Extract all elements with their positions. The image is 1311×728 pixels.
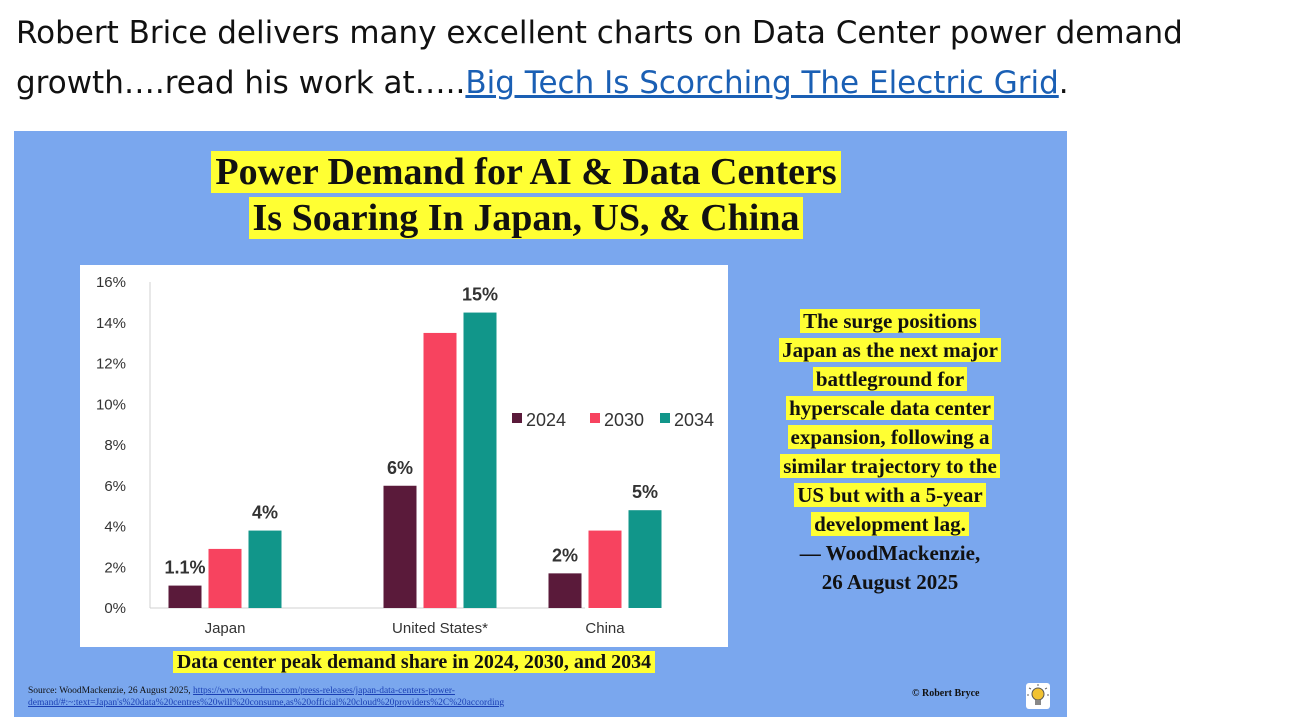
x-tick-label: United States* <box>392 620 488 637</box>
bar-chart: 0% 2% 4% 6% 8% 10% 12% 14% 16% Japan United States… <box>80 265 728 647</box>
y-tick-label: 0% <box>104 600 126 617</box>
intro-paragraph: Robert Brice delivers many excellent cha… <box>16 8 1306 108</box>
y-tick-label: 14% <box>96 315 126 332</box>
source-note: Source: WoodMackenzie, 26 August 2025, h… <box>28 685 628 709</box>
source-link-line1[interactable]: https://www.woodmac.com/press-releases/j… <box>193 686 455 696</box>
bar <box>248 530 282 608</box>
y-tick-label: 16% <box>96 274 126 291</box>
quote-line: expansion, following a <box>787 425 993 449</box>
chart-slide: Power Demand for AI & Data Centers Is So… <box>14 131 1067 717</box>
bar <box>168 585 202 608</box>
bar <box>423 332 457 608</box>
source-link-line2[interactable]: demand/#:~:text=Japan's%20data%20centres… <box>28 698 505 708</box>
y-tick-label: 12% <box>96 356 126 373</box>
y-tick-label: 8% <box>104 437 126 454</box>
chart-xlabel: Data center peak demand share in 2024, 2… <box>172 651 656 673</box>
slide-title-line1: Power Demand for AI & Data Centers <box>211 151 841 193</box>
quote-block: The surge positions Japan as the next ma… <box>758 307 1022 597</box>
bar <box>208 548 242 608</box>
legend-swatch <box>660 413 670 423</box>
y-tick-label: 10% <box>96 396 126 413</box>
bar-chart-svg: 0% 2% 4% 6% 8% 10% 12% 14% 16% Japan United States… <box>96 274 714 637</box>
data-label: 2% <box>552 545 578 565</box>
legend-label: 2024 <box>526 410 566 430</box>
legend-swatch <box>590 413 600 423</box>
source-prefix: Source: WoodMackenzie, 26 August 2025, <box>28 686 194 696</box>
x-tick-label: China <box>585 620 625 637</box>
quote-line: battleground for <box>812 367 968 391</box>
data-label: 15% <box>462 285 498 305</box>
article-link[interactable]: Big Tech Is Scorching The Electric Grid <box>465 65 1059 101</box>
intro-trailing: . <box>1058 65 1069 101</box>
data-label: 5% <box>632 482 658 502</box>
y-tick-label: 6% <box>104 478 126 495</box>
legend-swatch <box>512 413 522 423</box>
quote-line: similar trajectory to the <box>780 454 1000 478</box>
quote-attribution-date: 26 August 2025 <box>821 570 959 594</box>
legend-label: 2034 <box>674 410 714 430</box>
data-label: 1.1% <box>164 558 205 578</box>
chart-caption: Data center peak demand share in 2024, 2… <box>14 651 814 674</box>
quote-line: Japan as the next major <box>779 338 1001 362</box>
quote-line: The surge positions <box>800 309 980 333</box>
data-label: 4% <box>252 503 278 523</box>
quote-line: hyperscale data center <box>786 396 994 420</box>
intro-text: Robert Brice delivers many excellent cha… <box>16 15 1183 101</box>
x-tick-label: Japan <box>205 620 246 637</box>
data-label: 6% <box>387 458 413 478</box>
bar <box>548 573 582 608</box>
slide-title: Power Demand for AI & Data Centers Is So… <box>14 149 1038 241</box>
quote-attribution-name: — WoodMackenzie, <box>799 541 981 565</box>
copyright-text: © Robert Bryce <box>912 688 980 699</box>
bar <box>383 485 417 608</box>
legend-label: 2030 <box>604 410 644 430</box>
quote-line: US but with a 5-year <box>794 483 986 507</box>
y-tick-label: 4% <box>104 519 126 536</box>
bar <box>588 530 622 608</box>
slide-title-line2: Is Soaring In Japan, US, & China <box>248 197 804 239</box>
lightbulb-icon <box>1026 683 1050 709</box>
bar <box>463 312 497 608</box>
bar <box>628 510 662 608</box>
quote-line: development lag. <box>811 512 969 536</box>
y-tick-label: 2% <box>104 559 126 576</box>
